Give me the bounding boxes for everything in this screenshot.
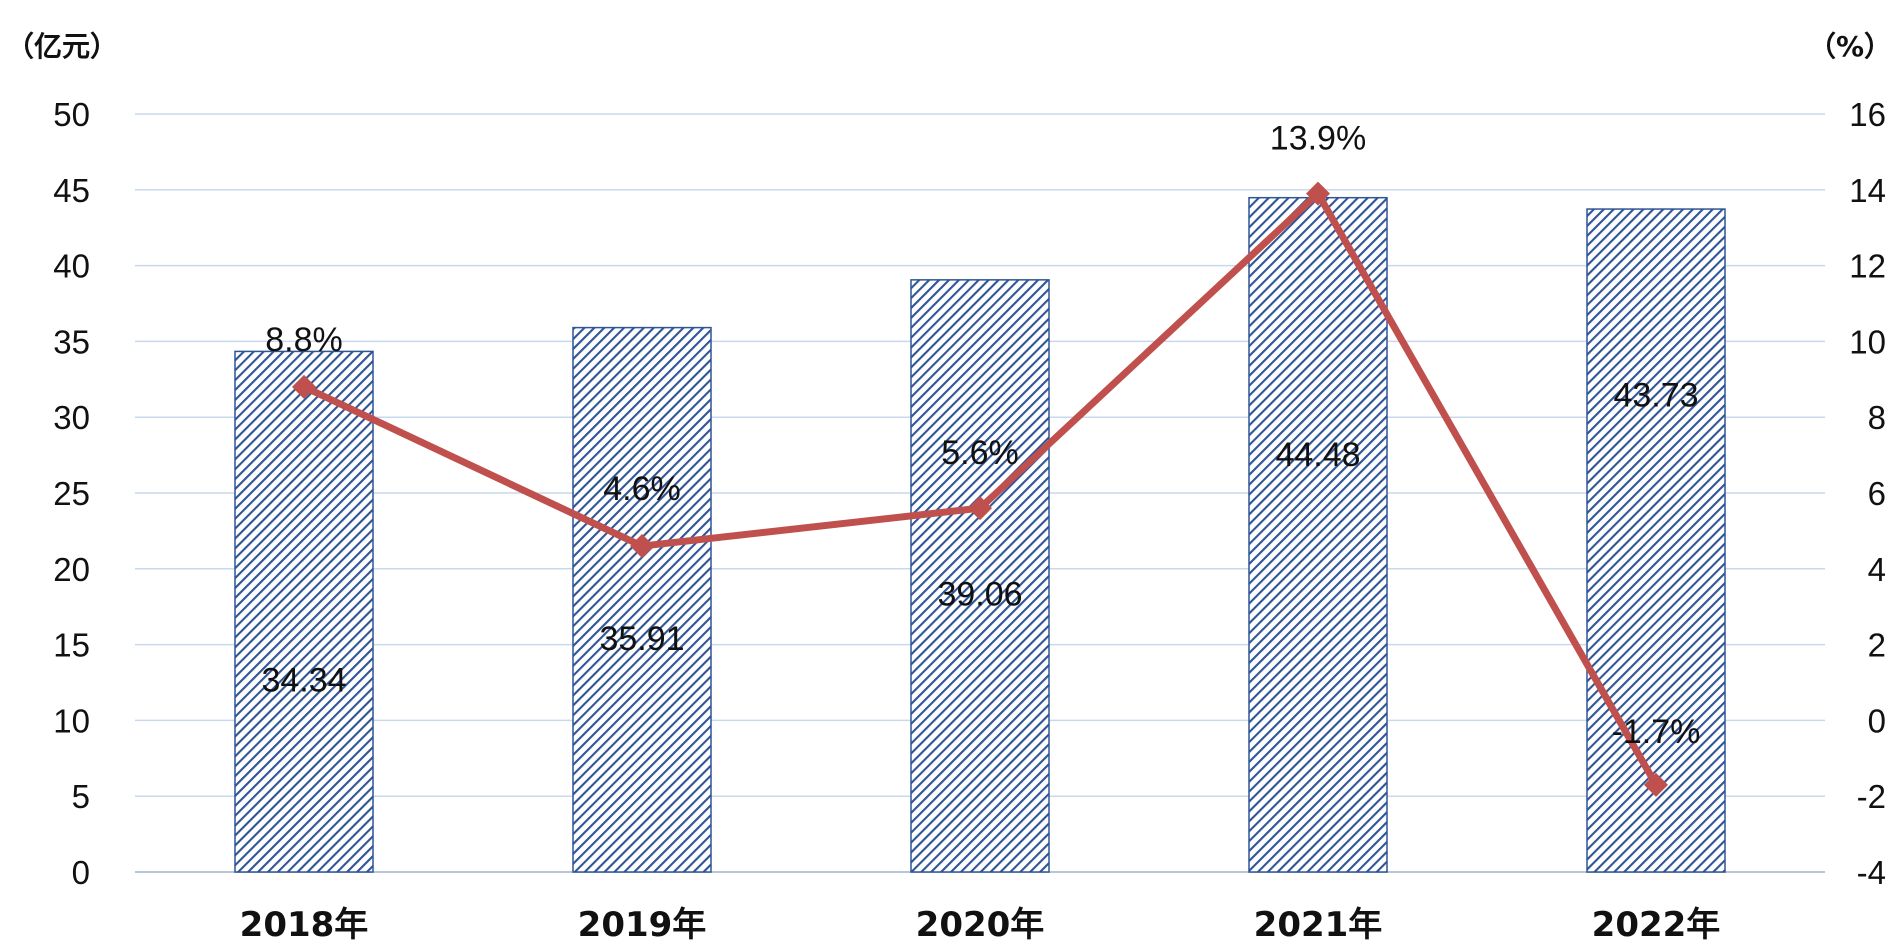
line-marker	[968, 496, 992, 521]
left-axis-tick-label: 30	[53, 399, 90, 436]
left-axis-tick-label: 0	[72, 854, 90, 891]
line-value-label: -1.7%	[1612, 713, 1701, 751]
left-axis-tick-label: 5	[72, 778, 90, 815]
x-axis-category-label: 2022年	[1592, 905, 1721, 945]
right-axis-unit: （%）	[1808, 30, 1892, 63]
line-marker	[630, 534, 654, 559]
right-axis-tick-label: -4	[1857, 854, 1886, 891]
line-marker	[1306, 181, 1330, 206]
axes: （亿元） （%） 0 5 10 15 20 25 30 35 40 45 50 -4 -2 0 2 4 6 8 10…	[6, 30, 1892, 945]
x-axis-category-label: 2019年	[578, 905, 707, 945]
right-axis-tick-label: -2	[1857, 778, 1886, 815]
left-axis-tick-label: 15	[53, 627, 90, 664]
line-marker	[1644, 772, 1668, 797]
line-value-label: 4.6%	[603, 470, 681, 508]
right-axis-tick-label: 4	[1868, 551, 1886, 588]
x-axis-category-label: 2020年	[916, 905, 1045, 945]
bar	[1248, 196, 1388, 873]
x-axis-category-label: 2021年	[1254, 905, 1383, 945]
growth-line-series	[292, 181, 1668, 797]
bar	[234, 350, 374, 873]
bar-value-label: 44.48	[1275, 436, 1360, 474]
bar-value-label: 35.91	[599, 620, 684, 658]
right-axis-tick-label: 0	[1868, 702, 1886, 739]
left-axis-tick-label: 45	[53, 172, 90, 209]
data-labels: 34.34 35.91 39.06 44.48 43.73 8.8% 4.6% 5.6% 13.…	[261, 120, 1700, 751]
bar	[910, 279, 1050, 873]
line-value-label: 5.6%	[941, 434, 1019, 472]
right-axis-tick-label: 16	[1849, 96, 1886, 133]
line-marker	[292, 374, 316, 399]
left-axis-unit: （亿元）	[6, 30, 118, 63]
bar	[572, 326, 712, 873]
line-value-label: 13.9%	[1270, 120, 1366, 158]
left-axis-tick-label: 10	[53, 702, 90, 739]
bar-series	[234, 196, 1726, 873]
line-value-label: 8.8%	[265, 321, 343, 359]
bar-value-label: 39.06	[937, 576, 1022, 614]
left-axis-tick-label: 50	[53, 96, 90, 133]
left-axis-tick-label: 20	[53, 551, 90, 588]
right-axis-tick-label: 2	[1868, 627, 1886, 664]
left-axis-tick-label: 25	[53, 475, 90, 512]
right-axis-tick-label: 12	[1849, 248, 1886, 285]
left-axis-tick-label: 35	[53, 323, 90, 360]
right-axis-tick-label: 8	[1868, 399, 1886, 436]
right-axis-tick-label: 6	[1868, 475, 1886, 512]
bar-value-label: 43.73	[1613, 377, 1698, 415]
bar-value-label: 34.34	[261, 661, 346, 699]
right-axis-tick-label: 10	[1849, 323, 1886, 360]
left-axis-tick-label: 40	[53, 248, 90, 285]
right-axis-tick-label: 14	[1849, 172, 1886, 209]
x-axis-category-label: 2018年	[240, 905, 369, 945]
bar	[1586, 208, 1726, 873]
